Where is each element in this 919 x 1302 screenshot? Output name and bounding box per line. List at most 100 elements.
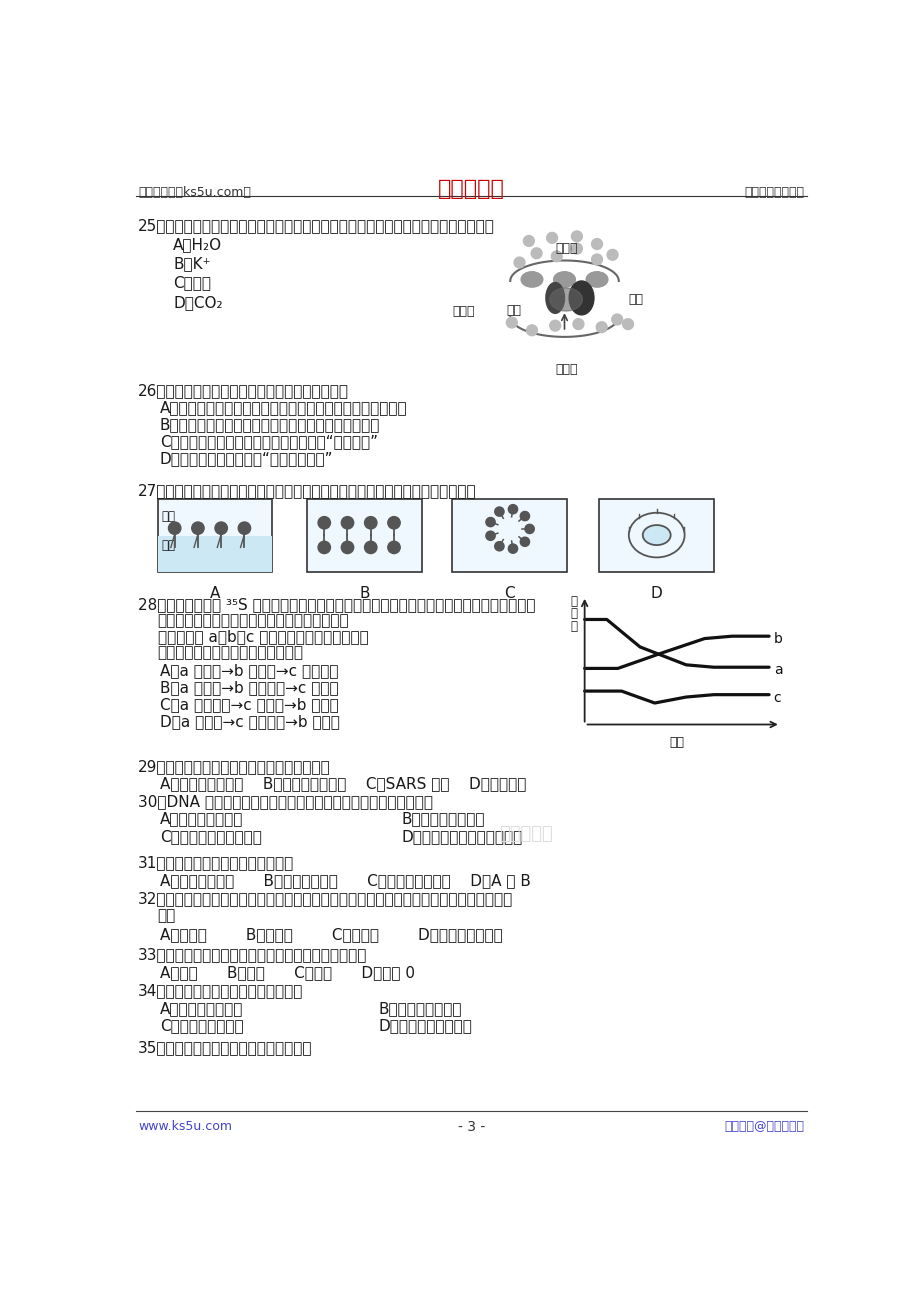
- Text: B．a 内质网→b 高尔基体→c 细胞膜: B．a 内质网→b 高尔基体→c 细胞膜: [160, 680, 338, 695]
- Text: 27．若将细胞膜的磷脂提取后放入盛有水的容器中，下列能正确反映其分布的图是: 27．若将细胞膜的磷脂提取后放入盛有水的容器中，下列能正确反映其分布的图是: [138, 483, 476, 499]
- Ellipse shape: [550, 288, 582, 311]
- Text: 射性标记出现的先后顺序，正确的是: 射性标记出现的先后顺序，正确的是: [157, 646, 303, 660]
- Circle shape: [486, 505, 532, 552]
- Circle shape: [364, 542, 377, 553]
- Ellipse shape: [553, 272, 574, 288]
- Circle shape: [550, 251, 562, 262]
- Circle shape: [485, 531, 494, 540]
- Ellipse shape: [629, 513, 684, 557]
- Text: 26．下列关于细胞结构、成分的描述中，正确的是: 26．下列关于细胞结构、成分的描述中，正确的是: [138, 383, 349, 398]
- Circle shape: [571, 243, 582, 254]
- Text: 细胞外: 细胞外: [554, 242, 577, 255]
- Circle shape: [607, 250, 618, 260]
- Text: 积: 积: [570, 620, 577, 633]
- Text: A．是否需要载体      B．是否消耗能量      C．是否存在浓度差    D．A 和 B: A．是否需要载体 B．是否消耗能量 C．是否存在浓度差 D．A 和 B: [160, 874, 530, 888]
- Circle shape: [525, 525, 534, 534]
- Text: 面: 面: [570, 608, 577, 621]
- Ellipse shape: [569, 281, 594, 315]
- Text: D: D: [650, 586, 662, 602]
- Text: C: C: [504, 586, 515, 602]
- Text: D．高尔基体和内质网: D．高尔基体和内质网: [378, 1018, 471, 1034]
- Circle shape: [238, 522, 250, 534]
- Circle shape: [168, 522, 181, 534]
- Text: A．蛋白质        B．葡萄糖        C．氨基酸        D．无机盐和维生素: A．蛋白质 B．葡萄糖 C．氨基酸 D．无机盐和维生素: [160, 927, 502, 943]
- Text: A．牛的成熟红细胞    B．菠菜分生区细胞    C．SARS 病毒    D．乳酸杆菌: A．牛的成熟红细胞 B．菠菜分生区细胞 C．SARS 病毒 D．乳酸杆菌: [160, 776, 526, 792]
- Text: 细胞内: 细胞内: [554, 362, 577, 375]
- Circle shape: [508, 544, 517, 553]
- Circle shape: [494, 506, 504, 516]
- Circle shape: [611, 314, 622, 326]
- Circle shape: [508, 505, 517, 514]
- Text: D．细胞核、线粒体、叶绿体: D．细胞核、线粒体、叶绿体: [402, 829, 522, 844]
- Bar: [157, 499, 272, 572]
- Ellipse shape: [545, 283, 564, 314]
- Text: 35．下列各项中，动物细胞中不具有的是: 35．下列各项中，动物细胞中不具有的是: [138, 1040, 312, 1055]
- Circle shape: [520, 512, 529, 521]
- Text: 载体: 载体: [628, 293, 642, 306]
- Text: 能量: 能量: [505, 305, 521, 318]
- Text: 30．DNA 是控制遗传性状的遗传物质，在水稻的细胞中，它分布在: 30．DNA 是控制遗传性状的遗传物质，在水稻的细胞中，它分布在: [138, 794, 433, 809]
- Text: C．细菌、真菌都以核糖体作为蛋白质的“装配机器”: C．细菌、真菌都以核糖体作为蛋白质的“装配机器”: [160, 434, 378, 449]
- Text: 33．一个正在发生质壁分离的细胞，它的吸水能力逐渐: 33．一个正在发生质壁分离的细胞，它的吸水能力逐渐: [138, 947, 368, 962]
- Text: 膜: 膜: [570, 595, 577, 608]
- Circle shape: [573, 319, 584, 329]
- Text: b: b: [773, 631, 782, 646]
- Bar: [157, 536, 272, 572]
- Circle shape: [485, 517, 494, 527]
- Bar: [451, 499, 566, 572]
- Text: B: B: [359, 586, 369, 602]
- Text: 31．协助扩散和自由扩散的区别在于: 31．协助扩散和自由扩散的区别在于: [138, 855, 294, 871]
- Circle shape: [596, 322, 607, 332]
- Text: 34．下列结构中，不含有磷脂的结构是: 34．下列结构中，不含有磷脂的结构是: [138, 983, 303, 999]
- Circle shape: [530, 247, 541, 259]
- Text: - 3 -: - 3 -: [458, 1120, 484, 1134]
- Text: 28．科学家提供用 ³⁵S 标记的氨基酸培养哺乳动物的乳腺细胞，测量细胞合成并分泌乳腺蛋白: 28．科学家提供用 ³⁵S 标记的氨基酸培养哺乳动物的乳腺细胞，测量细胞合成并分…: [138, 596, 535, 612]
- Circle shape: [215, 522, 227, 534]
- Text: 细胞膜: 细胞膜: [451, 305, 474, 318]
- Text: www.ks5u.com: www.ks5u.com: [138, 1120, 232, 1133]
- Circle shape: [364, 517, 377, 529]
- Circle shape: [505, 318, 516, 328]
- Text: A．H₂O: A．H₂O: [173, 237, 222, 253]
- Circle shape: [191, 522, 204, 534]
- Text: A．具有细胞壁的生物，其细胞壁都是由纤维素和果胶构成的: A．具有细胞壁的生物，其细胞壁都是由纤维素和果胶构成的: [160, 400, 407, 415]
- Text: B．核糖体和中心体: B．核糖体和中心体: [378, 1001, 461, 1016]
- Circle shape: [388, 517, 400, 529]
- Text: 列选项表示 a、b、c 所代表的膜结构名称以及放: 列选项表示 a、b、c 所代表的膜结构名称以及放: [157, 629, 368, 644]
- Bar: [307, 499, 422, 572]
- Text: C．甘油: C．甘油: [173, 276, 210, 290]
- Ellipse shape: [585, 272, 607, 288]
- Circle shape: [520, 538, 529, 547]
- Text: 您身边的高考专家: 您身边的高考专家: [744, 185, 804, 198]
- Text: 含有: 含有: [157, 909, 176, 923]
- Text: 高考资源网（ks5u.com）: 高考资源网（ks5u.com）: [138, 185, 251, 198]
- Text: B．K⁺: B．K⁺: [173, 256, 210, 271]
- Text: A．减小      B．增大      C．不变      D．等于 0: A．减小 B．增大 C．不变 D．等于 0: [160, 965, 414, 979]
- Ellipse shape: [642, 525, 670, 546]
- Circle shape: [622, 319, 633, 329]
- Text: D．线粒体是植物细胞的“养料制造车间”: D．线粒体是植物细胞的“养料制造车间”: [160, 452, 333, 466]
- Text: C．核糖体和细胞核: C．核糖体和细胞核: [160, 1018, 244, 1034]
- Text: 32．小肠严重吸收不良的病人，采用静脉输入营养液的方法提供营养，全营养液的成分不能: 32．小肠严重吸收不良的病人，采用静脉输入营养液的方法提供营养，全营养液的成分不…: [138, 892, 513, 906]
- Text: 25．已知某种物质通过细胞膜的方式如下图所示，则下列哪种物质有其相同的运输方式: 25．已知某种物质通过细胞膜的方式如下图所示，则下列哪种物质有其相同的运输方式: [138, 217, 494, 233]
- Circle shape: [494, 542, 504, 551]
- Text: 高考资源网: 高考资源网: [437, 180, 505, 199]
- Text: 时间: 时间: [669, 736, 684, 749]
- Text: B．细胞核、核糖体: B．细胞核、核糖体: [402, 811, 484, 827]
- Text: A．a 核糖体→b 内质网→c 高尔基体: A．a 核糖体→b 内质网→c 高尔基体: [160, 663, 338, 678]
- Ellipse shape: [520, 272, 542, 288]
- Circle shape: [523, 236, 534, 246]
- Circle shape: [341, 542, 353, 553]
- Text: D．a 内质网→c 高尔基体→b 细胞膜: D．a 内质网→c 高尔基体→b 细胞膜: [160, 713, 339, 729]
- Text: 空气: 空气: [162, 509, 176, 522]
- Text: D．CO₂: D．CO₂: [173, 294, 222, 310]
- Text: C．a 高尔基体→c 内质网→b 细胞膜: C．a 高尔基体→c 内质网→b 细胞膜: [160, 697, 338, 712]
- Circle shape: [550, 320, 560, 331]
- Text: A: A: [210, 586, 220, 602]
- Text: a: a: [773, 663, 781, 677]
- Circle shape: [571, 230, 582, 242]
- Text: 版权所有@高考资源网: 版权所有@高考资源网: [724, 1120, 804, 1133]
- Text: A．线粒体和中心体: A．线粒体和中心体: [160, 1001, 243, 1016]
- Circle shape: [526, 326, 537, 336]
- Circle shape: [591, 254, 602, 264]
